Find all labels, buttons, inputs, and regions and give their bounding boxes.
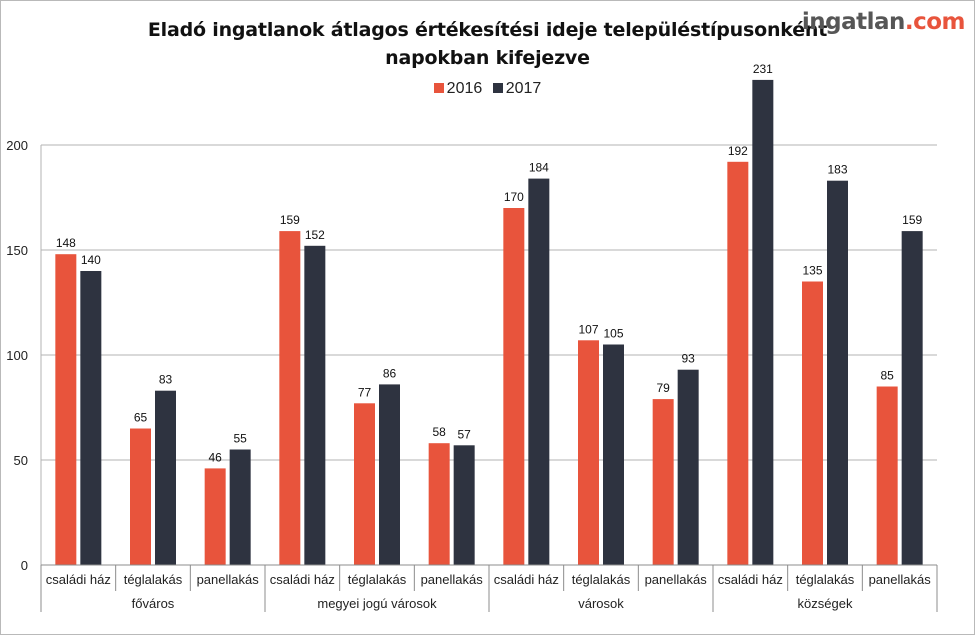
x-category-label: téglalakás	[348, 572, 407, 587]
x-category-label: téglalakás	[572, 572, 631, 587]
bar-2017	[901, 231, 923, 565]
data-label-2016: 107	[578, 322, 598, 336]
bar-2017	[603, 344, 624, 565]
bar-2016	[204, 468, 226, 565]
data-label-2017: 57	[457, 427, 471, 441]
bar-2016	[428, 443, 450, 565]
bar-2016	[578, 340, 599, 565]
data-label-2016: 192	[728, 144, 748, 158]
legend-label-2017: 2017	[505, 80, 542, 97]
brand-logo: ingatlan.com	[801, 9, 966, 35]
data-label-2016: 170	[504, 190, 524, 204]
y-tick-label: 200	[6, 138, 28, 153]
y-tick-label: 50	[14, 453, 28, 468]
data-label-2016: 58	[432, 425, 446, 439]
bar-2016	[652, 399, 674, 565]
x-group-label: városok	[578, 596, 624, 611]
bar-2017	[379, 384, 400, 565]
bar-2016	[503, 208, 525, 565]
y-tick-label: 150	[6, 243, 28, 258]
x-category-label: téglalakás	[124, 572, 183, 587]
data-label-2017: 152	[305, 228, 325, 242]
x-category-label: téglalakás	[796, 572, 855, 587]
chart-legend: 2016 2017	[0, 80, 975, 98]
data-label-2017: 231	[753, 62, 773, 76]
x-category-label: panellakás	[197, 572, 260, 587]
x-category-label: családi ház	[494, 572, 559, 587]
data-label-2016: 65	[134, 411, 148, 425]
x-category-label: panellakás	[869, 572, 932, 587]
data-label-2017: 93	[681, 352, 695, 366]
bar-2016	[876, 386, 898, 565]
data-label-2016: 159	[280, 213, 300, 227]
data-label-2017: 83	[159, 373, 173, 387]
x-category-label: családi ház	[718, 572, 783, 587]
data-label-2017: 140	[81, 253, 101, 267]
bar-2016	[55, 254, 77, 565]
bar-2017	[528, 178, 550, 565]
data-label-2017: 184	[529, 161, 549, 175]
data-label-2016: 85	[880, 369, 894, 383]
chart-title-line1: Eladó ingatlanok átlagos értékesítési id…	[147, 19, 828, 41]
legend-swatch-2017	[492, 83, 503, 93]
x-group-label: megyei jogú városok	[317, 596, 437, 611]
y-tick-label: 0	[21, 558, 28, 573]
data-label-2016: 135	[802, 264, 822, 278]
x-group-label: községek	[798, 596, 853, 611]
data-label-2016: 148	[56, 236, 76, 250]
x-category-label: panellakás	[421, 572, 484, 587]
legend-item-2017: 2017	[492, 80, 542, 98]
bar-2017	[752, 79, 774, 566]
bar-2016	[802, 281, 823, 565]
bar-2016	[727, 161, 749, 566]
bar-2017	[827, 180, 848, 565]
bar-2017	[453, 445, 475, 565]
x-group-label: főváros	[132, 596, 175, 611]
data-label-2017: 86	[383, 366, 397, 380]
bar-2017	[304, 245, 326, 566]
bar-2017	[229, 449, 251, 565]
chart-title-line2: napokban kifejezve	[385, 47, 590, 69]
data-label-2017: 159	[902, 213, 922, 227]
data-label-2016: 46	[208, 450, 222, 464]
brand-name: ingatlan	[801, 9, 906, 35]
y-tick-label: 100	[6, 348, 28, 363]
bar-2017	[677, 369, 699, 565]
data-label-2016: 77	[358, 385, 372, 399]
data-label-2016: 79	[656, 381, 670, 395]
brand-extension: .com	[904, 9, 966, 35]
data-label-2017: 105	[603, 327, 623, 341]
x-category-label: családi ház	[46, 572, 111, 587]
x-category-label: panellakás	[645, 572, 708, 587]
bar-2017	[80, 271, 102, 565]
bar-2016	[279, 231, 301, 565]
bar-2016	[130, 428, 151, 565]
legend-label-2016: 2016	[446, 80, 483, 97]
bar-2016	[354, 403, 375, 565]
data-label-2017: 183	[827, 163, 847, 177]
x-category-label: családi ház	[270, 572, 335, 587]
legend-swatch-2016	[433, 83, 444, 93]
bar-2017	[155, 390, 176, 565]
data-label-2017: 55	[233, 432, 247, 446]
legend-item-2016: 2016	[433, 80, 483, 98]
